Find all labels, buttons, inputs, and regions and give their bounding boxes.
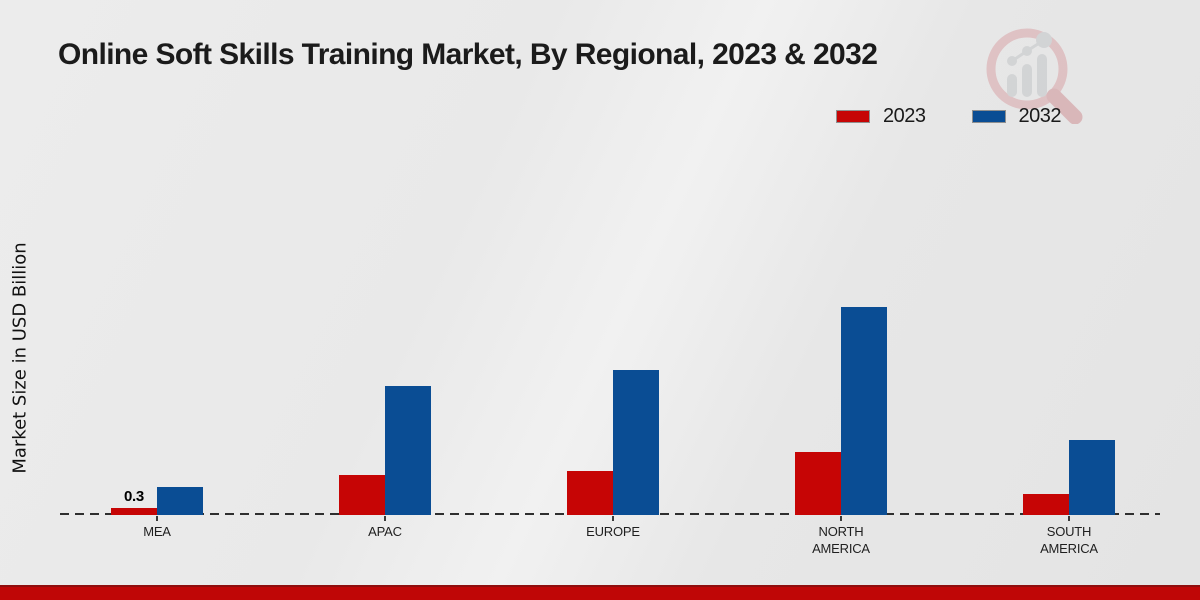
magnifier-bar-chart-logo-icon xyxy=(986,28,1083,124)
bottom-accent-bar xyxy=(0,585,1200,600)
bar-europe-2032 xyxy=(613,370,659,515)
bar-europe-2023 xyxy=(567,471,613,515)
bar-apac-2023 xyxy=(339,475,385,515)
x-axis-tick-europe xyxy=(612,516,614,521)
category-label-mea: MEA xyxy=(143,524,171,539)
x-axis-tick-mea xyxy=(156,516,158,521)
legend-swatch-2032 xyxy=(971,110,1006,123)
legend-item-2032: 2032 xyxy=(971,105,1062,128)
category-label-europe: EUROPE xyxy=(586,524,640,539)
chart-title: Online Soft Skills Training Market, By R… xyxy=(58,38,878,71)
bar-apac-2032 xyxy=(385,386,431,515)
x-axis-tick-south-america xyxy=(1068,516,1070,521)
legend-label-2023: 2023 xyxy=(883,105,926,127)
bar-north-america-2032 xyxy=(841,307,887,515)
value-label-mea-2023: 0.3 xyxy=(124,488,144,505)
legend-label-2032: 2032 xyxy=(1018,105,1062,127)
bar-south-america-2032 xyxy=(1069,440,1115,515)
category-label-south-america: SOUTH AMERICA xyxy=(1040,524,1098,556)
bar-south-america-2023 xyxy=(1023,494,1069,515)
category-label-apac: APAC xyxy=(368,524,402,539)
category-label-north-america: NORTH AMERICA xyxy=(812,524,870,556)
legend-item-2023: 2023 xyxy=(836,105,926,128)
legend-swatch-2023 xyxy=(836,110,870,123)
bar-mea-2032 xyxy=(157,487,203,515)
x-axis-tick-north-america xyxy=(840,516,842,521)
bar-north-america-2023 xyxy=(795,452,841,515)
legend: 2023 2032 xyxy=(836,105,1061,128)
x-axis-tick-apac xyxy=(384,516,386,521)
bar-mea-2023 xyxy=(111,508,157,515)
